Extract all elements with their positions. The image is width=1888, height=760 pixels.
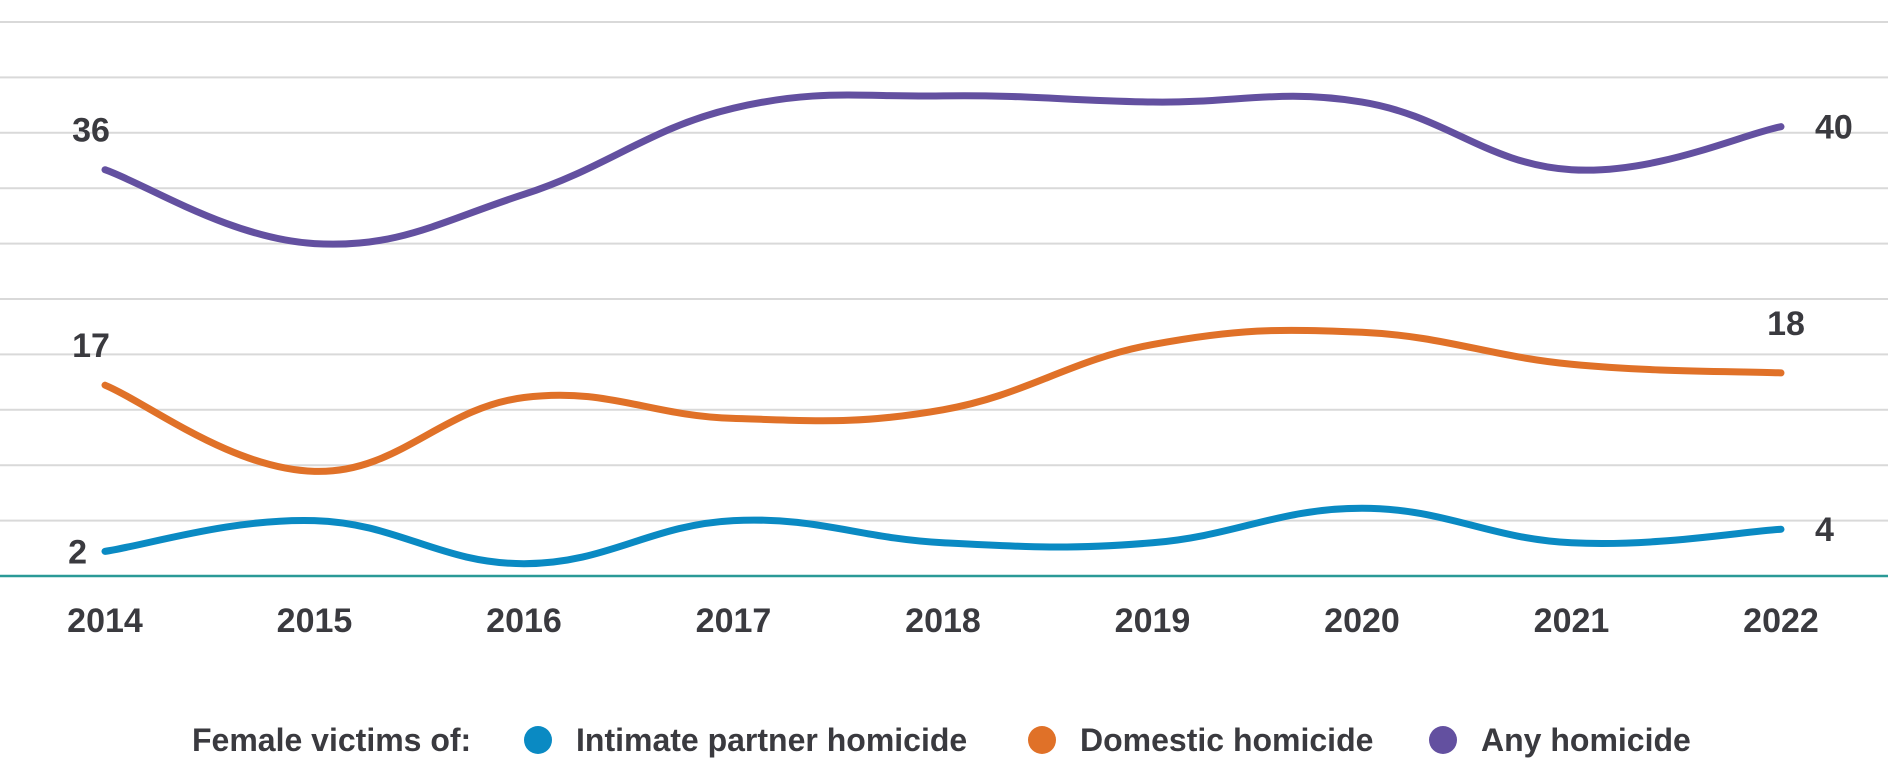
legend-marker-domestic-homicide	[1028, 726, 1056, 754]
legend-label-any-homicide: Any homicide	[1481, 722, 1691, 758]
start-value-label: 17	[72, 327, 110, 365]
x-tick-label: 2017	[696, 602, 772, 640]
x-tick-label: 2016	[486, 602, 562, 640]
gridlines	[0, 21, 1888, 522]
end-value-label: 18	[1767, 305, 1805, 343]
series-lines	[101, 91, 1785, 568]
x-tick-label: 2021	[1534, 602, 1610, 640]
legend-title: Female victims of:	[192, 722, 471, 758]
x-tick-label: 2015	[277, 602, 353, 640]
x-tick-label: 2020	[1324, 602, 1400, 640]
data-labels: 2 4 17 18 36 40	[68, 109, 1853, 572]
x-axis-ticks: 2014 2015 2016 2017 2018 2019 2020 2021 2022	[67, 602, 1819, 640]
x-tick-label: 2019	[1115, 602, 1191, 640]
end-value-label: 40	[1815, 109, 1853, 147]
legend-marker-any-homicide	[1429, 726, 1457, 754]
series-line-domestic-homicide	[101, 326, 1785, 475]
start-value-label: 2	[68, 533, 87, 571]
series-line-intimate-partner-homicide	[101, 504, 1785, 568]
x-tick-label: 2014	[67, 602, 143, 640]
x-tick-label: 2022	[1743, 602, 1819, 640]
start-value-label: 36	[72, 112, 110, 150]
end-value-label: 4	[1815, 511, 1834, 549]
legend: Female victims of: Intimate partner homi…	[192, 722, 1691, 758]
legend-label-domestic-homicide: Domestic homicide	[1080, 722, 1373, 758]
x-tick-label: 2018	[905, 602, 981, 640]
legend-label-intimate-partner-homicide: Intimate partner homicide	[576, 722, 967, 758]
series-line-any-homicide	[101, 91, 1785, 248]
legend-marker-intimate-partner-homicide	[524, 726, 552, 754]
